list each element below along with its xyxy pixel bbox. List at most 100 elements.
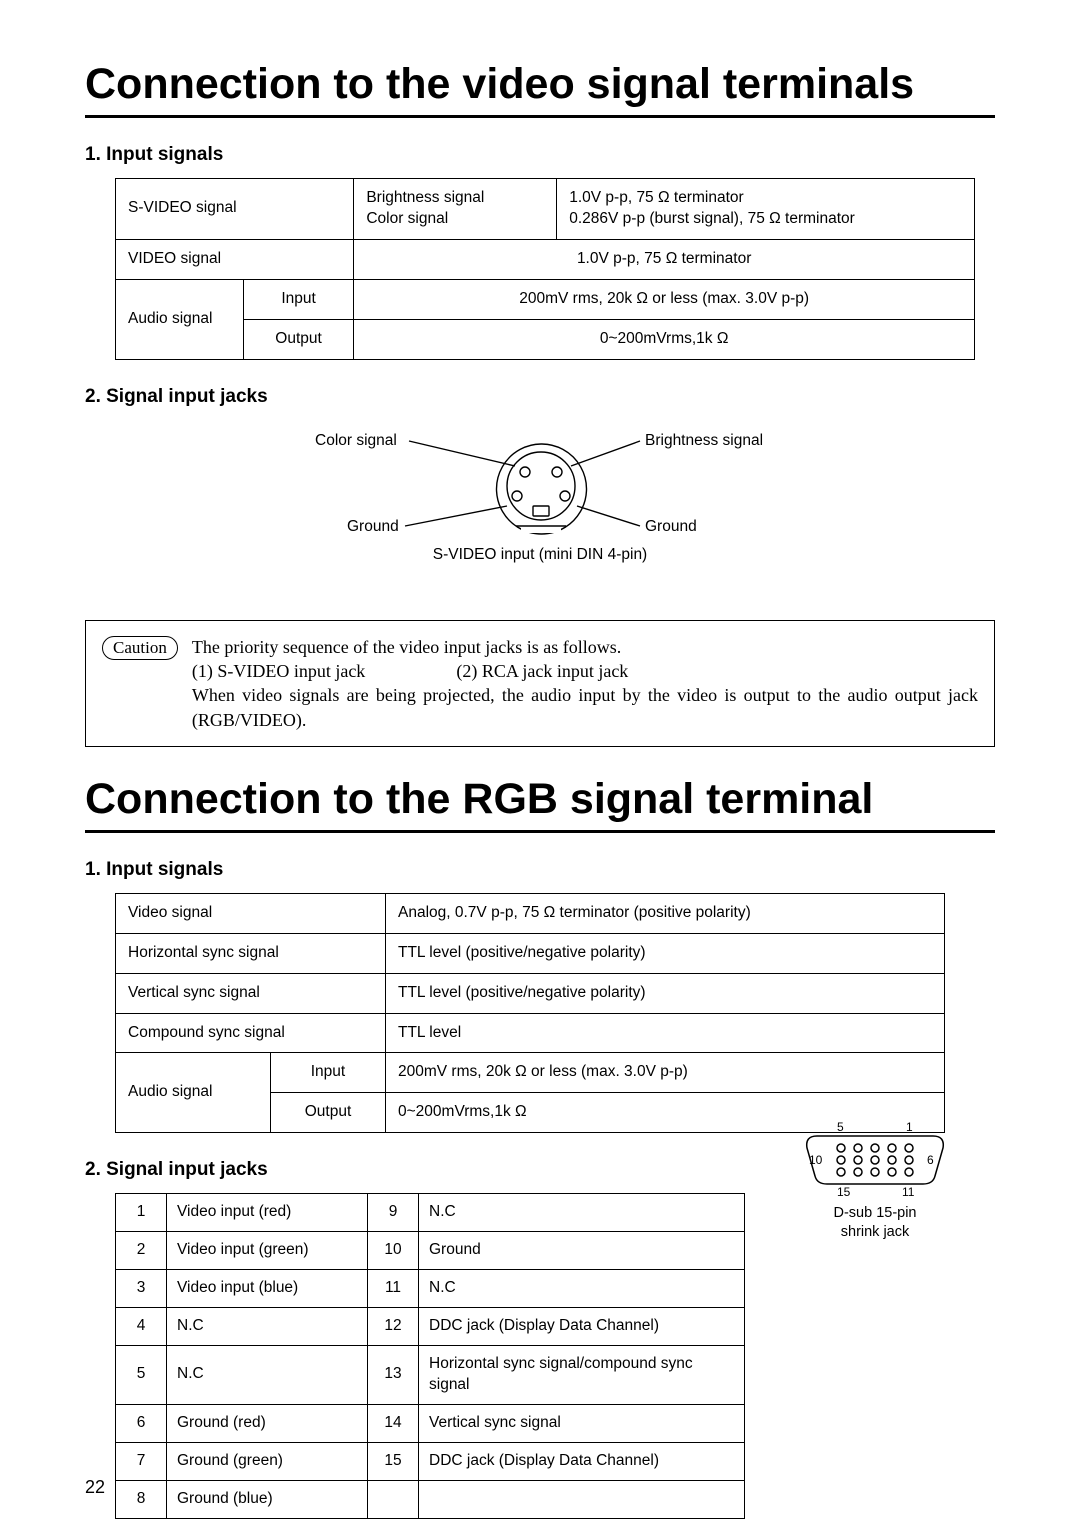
svideo-diagram: Color signal Brightness signal Ground Gr… bbox=[85, 426, 995, 596]
table-row: Video signal Analog, 0.7V p-p, 75 Ω term… bbox=[116, 893, 945, 933]
cell: 0~200mVrms,1k Ω bbox=[354, 319, 975, 359]
pin-label: 15 bbox=[837, 1185, 851, 1198]
table-row: S-VIDEO signal Brightness signal Color s… bbox=[116, 179, 975, 240]
cell: 14 bbox=[368, 1404, 419, 1442]
cell: Audio signal bbox=[116, 1053, 271, 1133]
cell: 6 bbox=[116, 1404, 167, 1442]
table-row: 8Ground (blue) bbox=[116, 1480, 745, 1518]
cell: TTL level (positive/negative polarity) bbox=[386, 933, 945, 973]
cell: S-VIDEO signal bbox=[116, 179, 354, 240]
svideo-connector-icon bbox=[85, 426, 995, 546]
table-row: 1Video input (red)9N.C bbox=[116, 1194, 745, 1232]
text: 1.0V p-p, 75 Ω terminator bbox=[569, 189, 743, 206]
label-ground-r: Ground bbox=[645, 518, 697, 536]
cell: TTL level (positive/negative polarity) bbox=[386, 973, 945, 1013]
label-color: Color signal bbox=[315, 432, 397, 450]
label-ground-l: Ground bbox=[347, 518, 399, 536]
section1-sub1: 1. Input signals bbox=[85, 144, 995, 166]
text: 0.286V p-p (burst signal), 75 Ω terminat… bbox=[569, 210, 855, 227]
caution-label: Caution bbox=[102, 636, 178, 660]
pin-label: 10 bbox=[809, 1153, 823, 1167]
cell: N.C bbox=[419, 1194, 745, 1232]
cell: Video input (red) bbox=[167, 1194, 368, 1232]
cell: N.C bbox=[167, 1308, 368, 1346]
table-input-signals-video: S-VIDEO signal Brightness signal Color s… bbox=[115, 178, 975, 360]
cell: Vertical sync signal bbox=[116, 973, 386, 1013]
label-brightness: Brightness signal bbox=[645, 432, 763, 450]
cell: DDC jack (Display Data Channel) bbox=[419, 1442, 745, 1480]
cell: Ground bbox=[419, 1232, 745, 1270]
caution-line1: The priority sequence of the video input… bbox=[192, 635, 978, 659]
cell: 1.0V p-p, 75 Ω terminator 0.286V p-p (bu… bbox=[557, 179, 975, 240]
cell: 5 bbox=[116, 1346, 167, 1405]
table-row: Vertical sync signal TTL level (positive… bbox=[116, 973, 945, 1013]
page: Connection to the video signal terminals… bbox=[0, 0, 1080, 1528]
cell: 1 bbox=[116, 1194, 167, 1232]
dsub-caption-1: D-sub 15-pin bbox=[790, 1204, 960, 1223]
cell: Ground (blue) bbox=[167, 1480, 368, 1518]
cell bbox=[368, 1480, 419, 1518]
table-row: 7Ground (green)15DDC jack (Display Data … bbox=[116, 1442, 745, 1480]
cell: Analog, 0.7V p-p, 75 Ω terminator (posit… bbox=[386, 893, 945, 933]
cell: Brightness signal Color signal bbox=[354, 179, 557, 240]
table-row: Audio signal Input 200mV rms, 20k Ω or l… bbox=[116, 279, 975, 319]
cell: 200mV rms, 20k Ω or less (max. 3.0V p-p) bbox=[354, 279, 975, 319]
cell: Horizontal sync signal/compound sync sig… bbox=[419, 1346, 745, 1405]
table-row: 6Ground (red)14Vertical sync signal bbox=[116, 1404, 745, 1442]
cell: Input bbox=[243, 279, 354, 319]
caution-line3: When video signals are being projected, … bbox=[192, 683, 978, 732]
table-pinout: 1Video input (red)9N.C2Video input (gree… bbox=[115, 1193, 745, 1518]
cell: Vertical sync signal bbox=[419, 1404, 745, 1442]
pin-label: 6 bbox=[927, 1153, 934, 1167]
table-row: 4N.C12DDC jack (Display Data Channel) bbox=[116, 1308, 745, 1346]
cell: VIDEO signal bbox=[116, 239, 354, 279]
table-row: Horizontal sync signal TTL level (positi… bbox=[116, 933, 945, 973]
caution-box: Caution The priority sequence of the vid… bbox=[85, 620, 995, 747]
cell: TTL level bbox=[386, 1013, 945, 1053]
table-row: 3Video input (blue)11N.C bbox=[116, 1270, 745, 1308]
pin-label: 11 bbox=[902, 1185, 915, 1198]
pin-label: 1 bbox=[906, 1120, 913, 1134]
caution-text: The priority sequence of the video input… bbox=[192, 635, 978, 732]
cell: Audio signal bbox=[116, 279, 244, 359]
cell: 2 bbox=[116, 1232, 167, 1270]
text: Color signal bbox=[366, 210, 448, 227]
table-row: 5N.C13Horizontal sync signal/compound sy… bbox=[116, 1346, 745, 1405]
cell: 1.0V p-p, 75 Ω terminator bbox=[354, 239, 975, 279]
cell: 13 bbox=[368, 1346, 419, 1405]
page-number: 22 bbox=[85, 1477, 105, 1498]
section2-sub1: 1. Input signals bbox=[85, 859, 995, 881]
cell: 10 bbox=[368, 1232, 419, 1270]
cell: Output bbox=[243, 319, 354, 359]
section1-sub2: 2. Signal input jacks bbox=[85, 386, 995, 408]
cell: 12 bbox=[368, 1308, 419, 1346]
cell: Ground (red) bbox=[167, 1404, 368, 1442]
cell: N.C bbox=[419, 1270, 745, 1308]
cell: 3 bbox=[116, 1270, 167, 1308]
cell: Output bbox=[271, 1093, 386, 1133]
cell: 200mV rms, 20k Ω or less (max. 3.0V p-p) bbox=[386, 1053, 945, 1093]
cell: Video signal bbox=[116, 893, 386, 933]
cell: DDC jack (Display Data Channel) bbox=[419, 1308, 745, 1346]
table-row: Audio signal Input 200mV rms, 20k Ω or l… bbox=[116, 1053, 945, 1093]
cell: Video input (green) bbox=[167, 1232, 368, 1270]
cell: Ground (green) bbox=[167, 1442, 368, 1480]
svideo-caption: S-VIDEO input (mini DIN 4-pin) bbox=[85, 546, 995, 564]
cell: 15 bbox=[368, 1442, 419, 1480]
table-row: 2Video input (green)10Ground bbox=[116, 1232, 745, 1270]
dsub-caption-2: shrink jack bbox=[790, 1223, 960, 1242]
cell: 8 bbox=[116, 1480, 167, 1518]
caution-opt1: (1) S-VIDEO input jack bbox=[192, 659, 452, 683]
dsub-connector-icon: 5 1 10 6 15 11 bbox=[795, 1118, 955, 1198]
cell bbox=[419, 1480, 745, 1518]
cell: 9 bbox=[368, 1194, 419, 1232]
dsub-diagram: 5 1 10 6 15 11 D-sub 15-pin shrink jack bbox=[790, 1118, 960, 1242]
cell: 4 bbox=[116, 1308, 167, 1346]
section1-title: Connection to the video signal terminals bbox=[85, 60, 995, 118]
table-row: Compound sync signal TTL level bbox=[116, 1013, 945, 1053]
table-input-signals-rgb: Video signal Analog, 0.7V p-p, 75 Ω term… bbox=[115, 893, 945, 1134]
caution-opt2: (2) RCA jack input jack bbox=[456, 659, 628, 683]
cell: Horizontal sync signal bbox=[116, 933, 386, 973]
cell: Compound sync signal bbox=[116, 1013, 386, 1053]
cell: Video input (blue) bbox=[167, 1270, 368, 1308]
